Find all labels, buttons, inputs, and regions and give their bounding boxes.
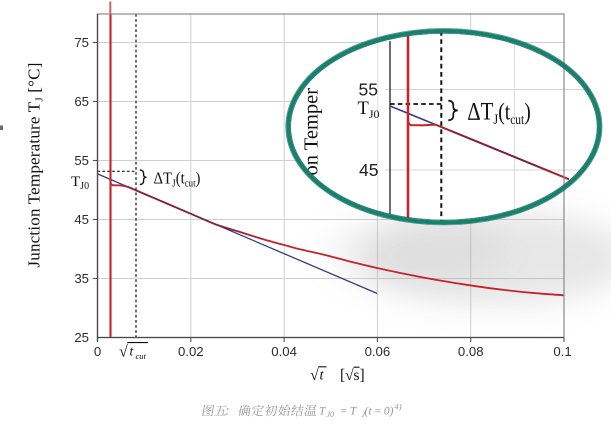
svg-text:45: 45 — [74, 212, 89, 227]
svg-text:ΔTJ(tcut): ΔTJ(tcut) — [467, 98, 531, 128]
svg-text:J: J — [362, 410, 366, 419]
svg-text:ΔTJ(tcut): ΔTJ(tcut) — [154, 170, 201, 190]
svg-text:Junction Temperature TJ [°C]: Junction Temperature TJ [°C] — [25, 62, 46, 267]
svg-text:J0: J0 — [327, 410, 335, 419]
svg-text:t: t — [130, 344, 135, 359]
svg-text:TJ0: TJ0 — [71, 174, 89, 192]
svg-text:45: 45 — [359, 160, 378, 180]
svg-text:0.06: 0.06 — [365, 344, 391, 359]
svg-text:0.08: 0.08 — [458, 344, 484, 359]
svg-text:= T: = T — [338, 406, 358, 418]
svg-text:0.04: 0.04 — [271, 344, 297, 359]
svg-text:55: 55 — [74, 153, 89, 168]
svg-text:4): 4) — [395, 402, 402, 412]
svg-text:√: √ — [310, 367, 319, 384]
svg-text:25: 25 — [74, 330, 89, 345]
svg-text:s]: s] — [354, 367, 365, 384]
svg-text:35: 35 — [74, 271, 89, 286]
svg-text:0: 0 — [94, 344, 101, 359]
svg-text:T: T — [319, 406, 327, 418]
svg-text:t: t — [320, 368, 325, 384]
svg-text:75: 75 — [74, 35, 89, 50]
svg-text:[√: [√ — [340, 367, 354, 384]
svg-text:√: √ — [119, 344, 128, 361]
svg-text:(t = 0): (t = 0) — [365, 406, 394, 418]
svg-text:65: 65 — [74, 94, 89, 109]
svg-text:0.02: 0.02 — [178, 344, 204, 359]
svg-text:on Temper: on Temper — [301, 88, 323, 176]
svg-text:cut: cut — [136, 351, 147, 361]
svg-text:55: 55 — [359, 80, 378, 100]
svg-text:0.1: 0.1 — [553, 344, 571, 359]
